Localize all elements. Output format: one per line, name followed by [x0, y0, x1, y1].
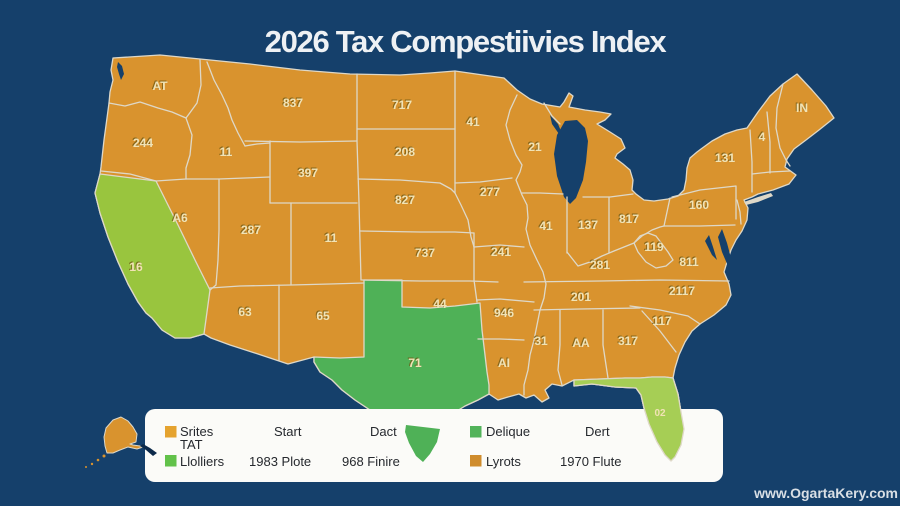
svg-text:737: 737	[415, 246, 435, 260]
svg-text:21: 21	[528, 140, 542, 154]
svg-text:AA: AA	[572, 336, 590, 350]
svg-text:IN: IN	[796, 101, 808, 115]
svg-text:208: 208	[395, 145, 415, 159]
svg-text:717: 717	[392, 98, 412, 112]
svg-text:Dact: Dact	[370, 424, 397, 439]
svg-text:Lyrots: Lyrots	[486, 454, 521, 469]
svg-text:44: 44	[433, 297, 447, 311]
svg-text:397: 397	[298, 166, 318, 180]
svg-text:AT: AT	[152, 79, 168, 93]
svg-text:317: 317	[618, 334, 638, 348]
svg-text:2026 Tax Compestiivies Index: 2026 Tax Compestiivies Index	[265, 24, 668, 59]
svg-text:1983 Plote: 1983 Plote	[249, 454, 311, 469]
svg-text:241: 241	[491, 245, 511, 259]
svg-text:837: 837	[283, 96, 303, 110]
svg-text:www.OgartaKery.com: www.OgartaKery.com	[753, 485, 898, 501]
svg-text:Delique: Delique	[486, 424, 530, 439]
svg-text:281: 281	[590, 258, 610, 272]
svg-text:201: 201	[571, 290, 591, 304]
svg-text:4: 4	[759, 130, 766, 144]
svg-text:287: 287	[241, 223, 261, 237]
svg-text:244: 244	[133, 136, 153, 150]
svg-text:41: 41	[466, 115, 480, 129]
svg-text:31: 31	[534, 334, 548, 348]
svg-text:827: 827	[395, 193, 415, 207]
svg-text:16: 16	[129, 260, 143, 274]
svg-text:137: 137	[578, 218, 598, 232]
svg-text:968 Finire: 968 Finire	[342, 454, 400, 469]
svg-text:41: 41	[539, 219, 553, 233]
svg-text:131: 131	[715, 151, 735, 165]
svg-text:811: 811	[679, 255, 699, 269]
svg-text:11: 11	[325, 231, 338, 245]
svg-text:Dert: Dert	[585, 424, 610, 439]
svg-text:1970 Flute: 1970 Flute	[560, 454, 621, 469]
svg-text:160: 160	[689, 198, 709, 212]
svg-text:63: 63	[238, 305, 252, 319]
svg-text:119: 119	[644, 240, 664, 254]
svg-text:AI: AI	[498, 356, 510, 370]
svg-text:117: 117	[652, 314, 672, 328]
svg-text:65: 65	[316, 309, 330, 323]
svg-text:946: 946	[494, 306, 514, 320]
svg-text:02: 02	[654, 408, 666, 419]
svg-text:2117: 2117	[669, 284, 695, 298]
svg-text:TAT: TAT	[180, 437, 203, 452]
svg-text:71: 71	[408, 356, 422, 370]
svg-text:277: 277	[480, 185, 500, 199]
svg-text:11: 11	[220, 145, 233, 159]
svg-text:817: 817	[619, 212, 639, 226]
svg-text:Srites: Srites	[180, 424, 214, 439]
svg-text:A6: A6	[172, 211, 188, 225]
svg-text:Start: Start	[274, 424, 302, 439]
svg-text:Llolliers: Llolliers	[180, 454, 225, 469]
